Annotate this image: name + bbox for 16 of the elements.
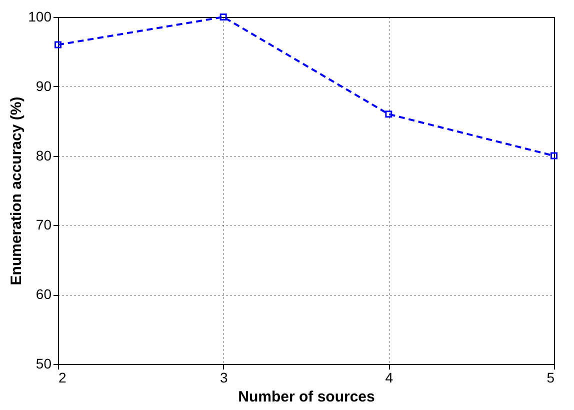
point bbox=[550, 152, 558, 160]
x-tick-label: 3 bbox=[220, 370, 228, 386]
y-tick-label: 70 bbox=[36, 216, 52, 233]
y-tick-label: 50 bbox=[36, 356, 52, 372]
point bbox=[385, 110, 392, 118]
y-tick-label: 90 bbox=[36, 78, 52, 94]
point bbox=[54, 41, 62, 48]
x-tick-label: 5 bbox=[546, 370, 555, 386]
x-tick-label: 2 bbox=[58, 370, 66, 386]
y-tick-label: 100 bbox=[28, 8, 52, 24]
y-axis-title: Enumeration accuracy (%) bbox=[8, 96, 26, 286]
y-tick-label: 80 bbox=[36, 147, 52, 164]
x-axis-title: Number of sources bbox=[238, 388, 375, 406]
point bbox=[220, 14, 227, 20]
x-tick-label: 4 bbox=[385, 370, 394, 386]
y-tick-label: 60 bbox=[36, 286, 52, 302]
